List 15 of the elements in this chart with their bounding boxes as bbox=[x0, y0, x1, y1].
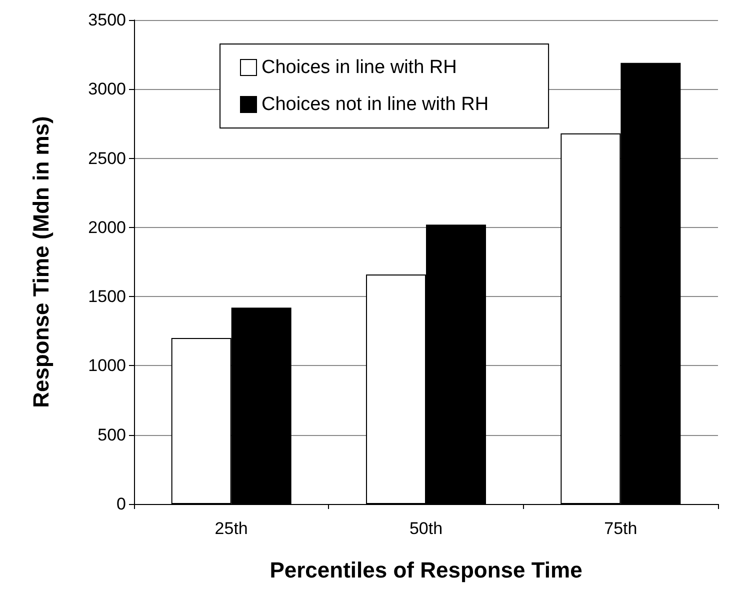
y-tick-label: 2000 bbox=[88, 218, 126, 237]
y-tick-label: 3500 bbox=[88, 10, 126, 30]
y-tick-label: 3000 bbox=[88, 80, 126, 99]
x-tick-label: 75th bbox=[604, 519, 638, 538]
y-axis-title: Response Time (Mdn in ms) bbox=[28, 116, 54, 408]
y-tick-label: 0 bbox=[116, 494, 126, 514]
legend-label: Choices in line with RH bbox=[262, 57, 457, 78]
x-axis-title: Percentiles of Response Time bbox=[270, 558, 582, 582]
y-tick-label: 1000 bbox=[88, 356, 126, 376]
y-tick-label: 2500 bbox=[88, 148, 126, 168]
legend-label: Choices not in line with RH bbox=[262, 94, 489, 115]
y-tick-label: 1500 bbox=[88, 287, 126, 306]
y-tick-label: 500 bbox=[98, 425, 126, 444]
x-tick-label: 25th bbox=[214, 519, 248, 538]
x-tick-label: 50th bbox=[409, 519, 443, 538]
